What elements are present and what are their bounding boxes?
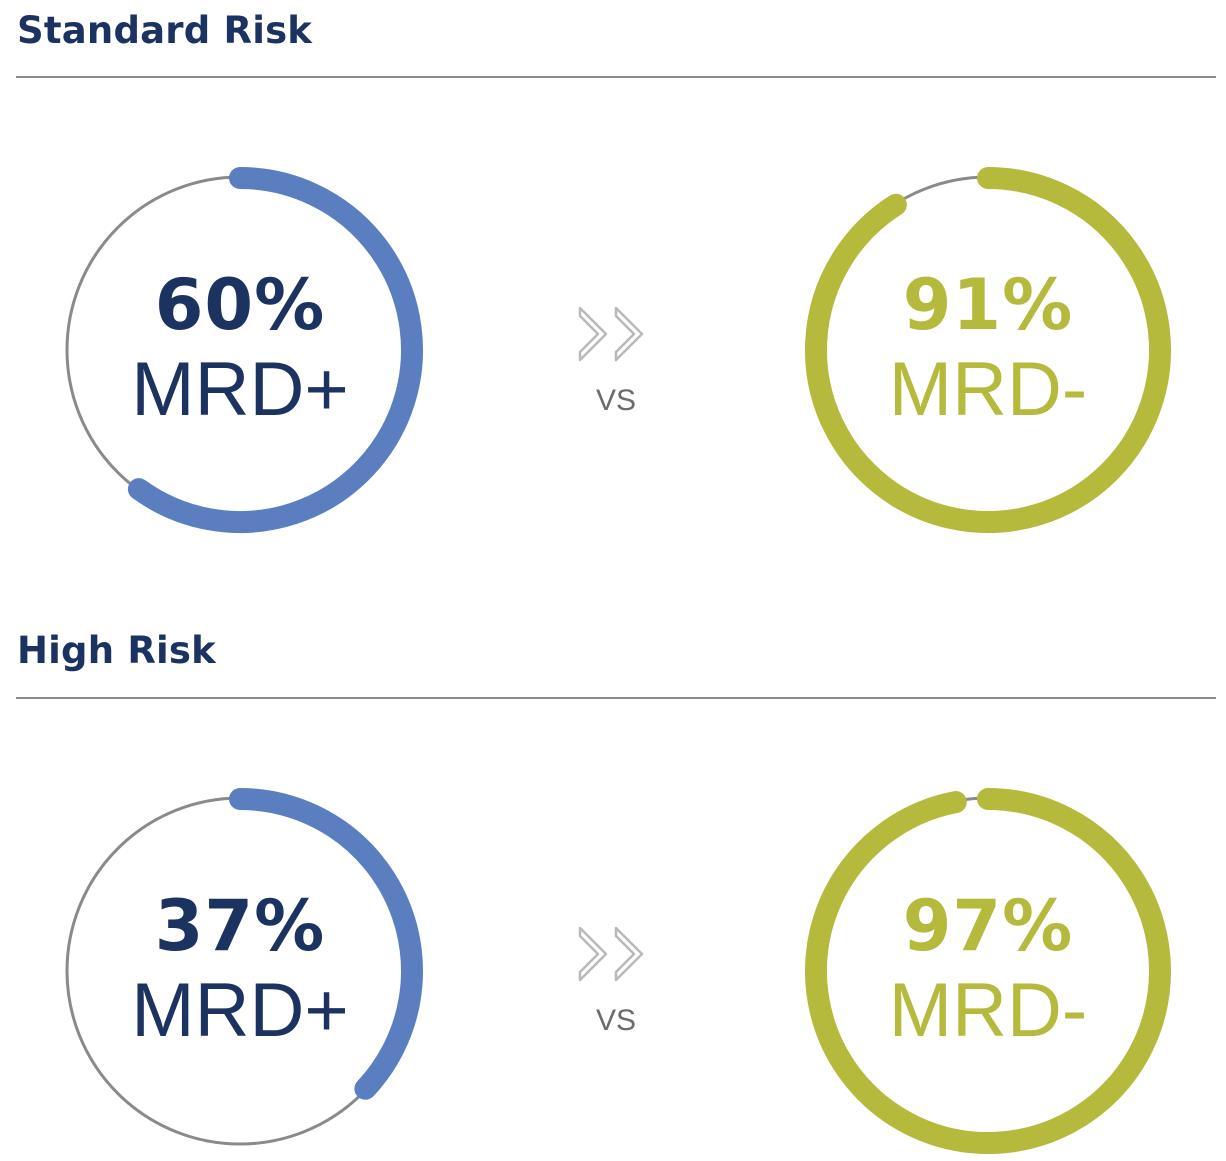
vs-label: VS bbox=[595, 384, 637, 417]
donut-standard-mrd-positive: 60% MRD+ bbox=[50, 160, 430, 540]
category-label: MRD- bbox=[888, 347, 1088, 432]
vs-separator: VS bbox=[576, 922, 666, 1042]
double-chevron-right-icon bbox=[576, 302, 658, 372]
section-divider bbox=[16, 76, 1216, 78]
category-label: MRD+ bbox=[131, 347, 349, 432]
donut-high-mrd-positive: 37% MRD+ bbox=[50, 781, 430, 1161]
section-title-high-risk: High Risk bbox=[17, 629, 216, 672]
section-title-standard-risk: Standard Risk bbox=[17, 9, 313, 52]
donut-high-mrd-negative: 97% MRD- bbox=[798, 781, 1178, 1161]
donut-svg bbox=[805, 788, 1171, 1154]
section-divider bbox=[16, 697, 1216, 699]
donut-svg bbox=[65, 167, 423, 533]
percent-label: 91% bbox=[902, 264, 1074, 346]
donut-value-arc bbox=[127, 167, 423, 533]
donut-standard-mrd-negative: 91% MRD- bbox=[798, 160, 1178, 540]
donut-value-arc bbox=[229, 788, 423, 1100]
percent-label: 60% bbox=[154, 264, 326, 346]
category-label: MRD+ bbox=[131, 968, 349, 1053]
category-label: MRD- bbox=[888, 968, 1088, 1053]
donut-value-arc bbox=[805, 167, 1171, 533]
percent-label: 97% bbox=[902, 885, 1074, 967]
vs-separator: VS bbox=[576, 302, 666, 422]
double-chevron-right-icon bbox=[576, 922, 658, 992]
donut-svg bbox=[805, 167, 1171, 533]
donut-value-arc bbox=[805, 788, 1171, 1154]
percent-label: 37% bbox=[154, 885, 326, 967]
donut-svg bbox=[65, 788, 423, 1146]
vs-label: VS bbox=[595, 1004, 637, 1037]
